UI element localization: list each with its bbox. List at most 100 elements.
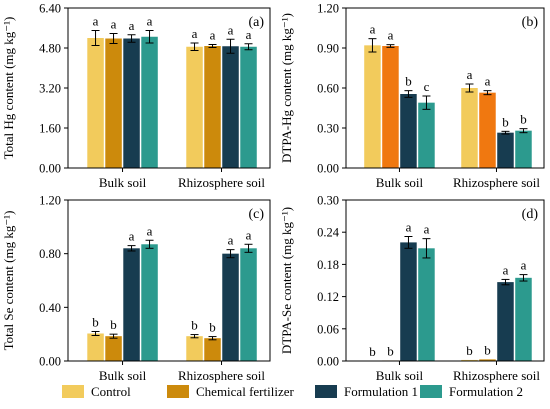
bar-formulation-2-0 [141, 36, 158, 168]
bar-formulation-2-1 [240, 248, 257, 361]
bar-control-0 [87, 333, 104, 361]
y-tick-label: 0.60 [317, 82, 339, 96]
bar-formulation-2-0 [418, 248, 435, 361]
significance-letter: b [110, 317, 117, 332]
significance-letter: b [92, 314, 99, 329]
legend-swatch-formulation-2 [420, 385, 442, 398]
bar-chemical-fertilizer-1 [479, 92, 496, 168]
significance-letter: a [147, 14, 153, 29]
bar-formulation-2-1 [240, 46, 257, 168]
bar-formulation-2-1 [515, 277, 532, 361]
x-tick-label: Rhizosphere soil [453, 175, 540, 190]
x-tick-label: Bulk soil [99, 175, 147, 190]
x-tick-label: Rhizosphere soil [453, 368, 540, 383]
bar-formulation-1-0 [400, 94, 417, 168]
significance-letter: a [388, 28, 394, 43]
bar-chemical-fertilizer-0 [382, 46, 399, 168]
y-tick-label: 0.30 [317, 122, 339, 136]
y-tick-label: 1.20 [317, 2, 339, 16]
y-axis-title: Total Hg content (mg kg⁻¹) [1, 17, 16, 160]
y-tick-label: 0.00 [39, 355, 61, 369]
significance-letter: b [369, 344, 376, 359]
x-tick-label: Rhizosphere soil [178, 368, 265, 383]
significance-letter: b [387, 343, 394, 358]
significance-letter: b [405, 74, 412, 89]
bar-control-1 [186, 336, 203, 361]
y-tick-label: 0.18 [317, 258, 339, 272]
y-tick-label: 0.90 [317, 42, 339, 56]
x-tick-label: Bulk soil [99, 368, 147, 383]
x-tick-label: Rhizosphere soil [178, 175, 265, 190]
panel-label: (b) [522, 15, 539, 30]
bar-chemical-fertilizer-1 [204, 46, 221, 168]
bar-formulation-1-1 [497, 282, 514, 361]
significance-letter: a [424, 222, 430, 237]
bar-control-0 [364, 45, 381, 169]
x-tick-label: Bulk soil [376, 175, 424, 190]
significance-letter: a [228, 22, 234, 37]
y-tick-label: 0.00 [39, 162, 61, 176]
significance-letter: b [502, 114, 509, 129]
bar-formulation-1-0 [123, 248, 140, 361]
bar-chemical-fertilizer-1 [479, 359, 496, 361]
y-tick-label: 0.06 [317, 322, 339, 336]
significance-letter: b [466, 343, 473, 358]
bar-chemical-fertilizer-0 [105, 38, 122, 168]
significance-letter: a [210, 28, 216, 43]
x-tick-label: Bulk soil [376, 368, 424, 383]
y-tick-label: 0.00 [317, 355, 339, 369]
bar-formulation-1-1 [497, 132, 514, 168]
legend-swatch-control [62, 385, 84, 398]
significance-letter: a [93, 14, 99, 29]
y-tick-label: 1.20 [39, 194, 61, 208]
panel-label: (d) [522, 207, 539, 222]
bar-control-1 [186, 46, 203, 168]
significance-letter: a [192, 26, 198, 41]
bar-chemical-fertilizer-1 [204, 338, 221, 361]
legend-label: Control [91, 384, 131, 399]
y-tick-label: 0.30 [317, 194, 339, 208]
significance-letter: a [246, 27, 252, 42]
significance-letter: a [228, 233, 234, 248]
y-tick-label: 0.12 [317, 290, 339, 304]
significance-letter: a [111, 17, 117, 32]
bar-formulation-2-0 [141, 244, 158, 361]
significance-letter: a [521, 258, 527, 273]
bar-formulation-1-0 [123, 38, 140, 168]
legend-label: Formulation 2 [449, 384, 523, 399]
bar-control-1 [461, 88, 478, 168]
legend-label: Chemical fertilizer [196, 384, 294, 399]
significance-letter: a [129, 229, 135, 244]
bar-control-0 [87, 38, 104, 168]
significance-letter: a [370, 22, 376, 37]
bar-formulation-2-1 [515, 130, 532, 168]
y-tick-label: 0.24 [317, 226, 340, 240]
bar-formulation-1-1 [222, 46, 239, 168]
significance-letter: b [209, 320, 216, 335]
significance-letter: b [520, 112, 527, 127]
y-tick-label: 0.00 [317, 162, 339, 176]
y-tick-label: 0.40 [39, 301, 61, 315]
panel-label: (a) [248, 15, 264, 30]
plot-frame [67, 199, 271, 362]
legend-label: Formulation 1 [344, 384, 418, 399]
y-axis-title: DTPA-Se content (mg kg⁻¹) [279, 207, 294, 354]
legend-swatch-formulation-1 [315, 385, 337, 398]
y-tick-label: 6.40 [39, 2, 61, 16]
bar-formulation-2-0 [418, 102, 435, 168]
y-axis-title: Total Se content (mg kg⁻¹) [1, 211, 16, 351]
plot-frame [345, 199, 545, 362]
y-tick-label: 4.80 [39, 42, 61, 56]
significance-letter: a [406, 219, 412, 234]
significance-letter: a [485, 74, 491, 89]
y-tick-label: 1.60 [39, 122, 61, 136]
y-axis-title: DTPA-Hg content (mg kg⁻¹) [279, 13, 294, 163]
significance-letter: b [484, 342, 491, 357]
significance-letter: a [246, 227, 252, 242]
significance-letter: a [129, 18, 135, 33]
